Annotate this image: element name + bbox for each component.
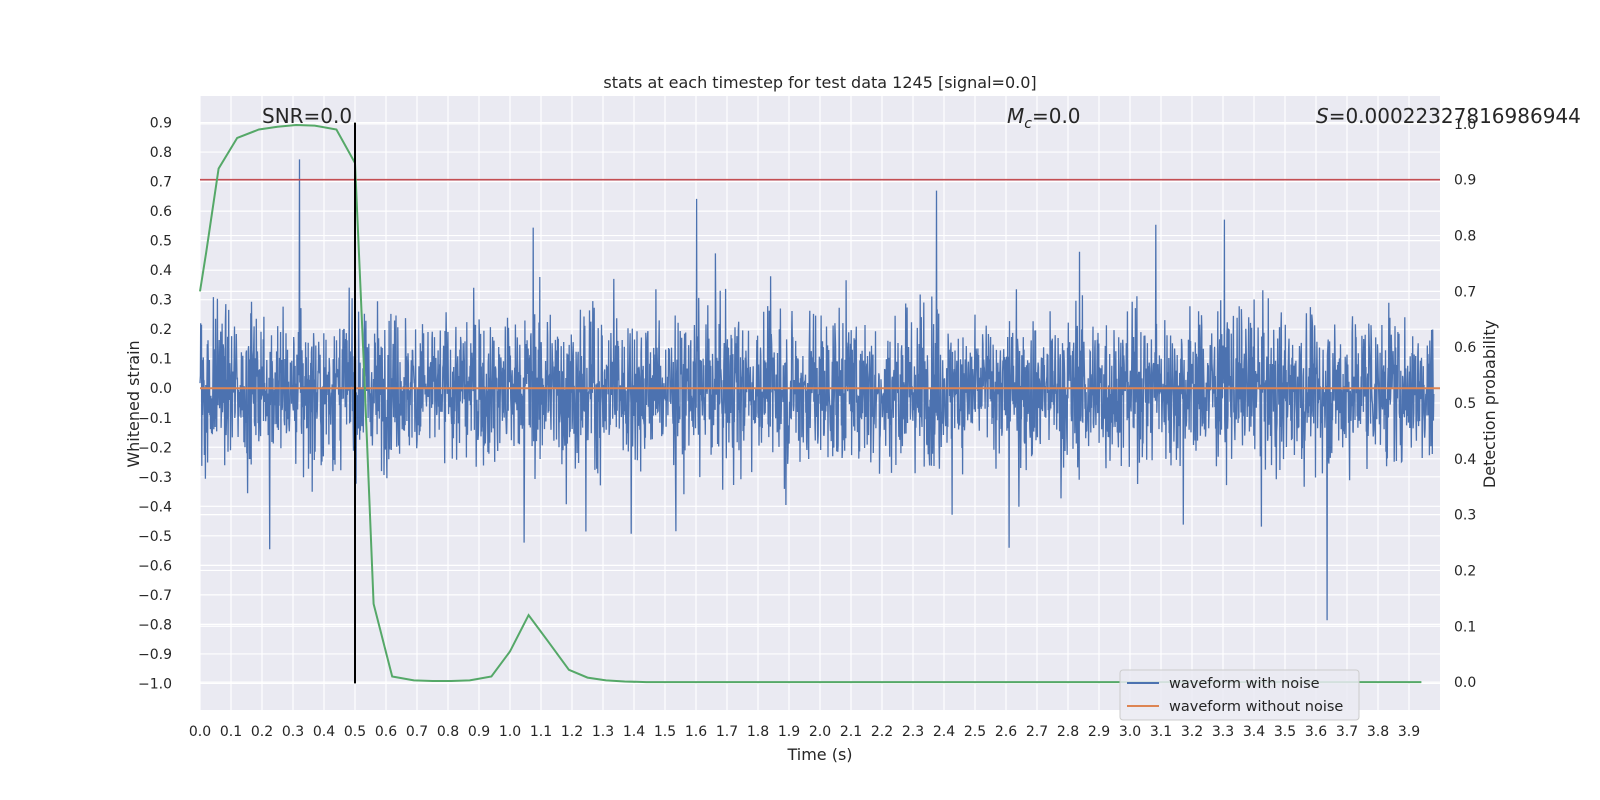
x-tick-label: 2.1 <box>840 724 862 740</box>
y-tick-label-left: 0.1 <box>150 352 172 368</box>
x-tick-label: 1.6 <box>685 724 707 740</box>
y-tick-label-left: 0.7 <box>150 175 172 191</box>
x-tick-label: 2.8 <box>1057 724 1079 740</box>
chirp-mass-annotation: Mc=0.0 <box>1007 104 1081 132</box>
x-axis-label: Time (s) <box>786 745 852 764</box>
x-tick-label: 2.2 <box>871 724 893 740</box>
y-tick-labels-left: −1.0 −0.9 −0.8 −0.7 −0.6 −0.5 −0.4 −0.3 −0.2 −0.1… <box>138 116 172 693</box>
y-tick-label-right: 0.5 <box>1454 396 1476 412</box>
x-tick-label: 3.6 <box>1305 724 1327 740</box>
y-tick-label-right: 0.6 <box>1454 340 1476 356</box>
y-tick-label-left: −0.7 <box>138 588 172 604</box>
y-tick-label-left: 0.8 <box>150 145 172 161</box>
y-tick-label-left: −0.2 <box>138 440 172 456</box>
x-tick-label: 3.4 <box>1243 724 1265 740</box>
y-axis-label-right: Detection probability <box>1480 320 1499 488</box>
snr-annotation: SNR=0.0 <box>262 104 352 128</box>
x-tick-label: 0.1 <box>220 724 242 740</box>
y-tick-labels-right: 0.0 0.1 0.2 0.3 0.4 0.5 0.6 0.7 0.8 0.9 1.0 <box>1454 117 1476 691</box>
x-tick-label: 3.5 <box>1274 724 1296 740</box>
y-tick-label-left: 0.2 <box>150 322 172 338</box>
x-tick-label: 0.7 <box>406 724 428 740</box>
y-tick-label-left: −0.3 <box>138 470 172 486</box>
x-tick-label: 3.1 <box>1150 724 1172 740</box>
x-tick-label: 3.7 <box>1336 724 1358 740</box>
x-tick-label: 0.5 <box>344 724 366 740</box>
y-tick-label-right: 0.2 <box>1454 563 1476 579</box>
y-tick-label-left: −0.6 <box>138 558 172 574</box>
x-tick-label: 2.9 <box>1088 724 1110 740</box>
y-tick-label-right: 1.0 <box>1454 117 1476 133</box>
x-tick-label: 1.3 <box>592 724 614 740</box>
series-waveform-with-noise <box>199 159 1435 621</box>
x-tick-label: 1.0 <box>499 724 521 740</box>
x-tick-label: 3.0 <box>1119 724 1141 740</box>
y-tick-label-left: 0.9 <box>150 116 172 132</box>
detection-probability-line <box>199 123 1422 684</box>
x-tick-label: 3.2 <box>1181 724 1203 740</box>
x-tick-label: 2.6 <box>995 724 1017 740</box>
x-tick-label: 0.3 <box>282 724 304 740</box>
y-tick-label-left: 0.3 <box>150 293 172 309</box>
y-tick-label-right: 0.1 <box>1454 619 1476 635</box>
legend: waveform with noise waveform without noi… <box>1119 669 1360 721</box>
y-tick-label-left: −0.9 <box>138 647 172 663</box>
y-tick-label-right: 0.3 <box>1454 508 1476 524</box>
x-tick-label: 0.9 <box>468 724 490 740</box>
y-tick-label-left: −0.5 <box>138 529 172 545</box>
chart-title: stats at each timestep for test data 124… <box>603 73 1036 92</box>
y-tick-label-right: 0.0 <box>1454 675 1476 691</box>
y-tick-label-left: 0.5 <box>150 234 172 250</box>
y-tick-label-left: −0.1 <box>138 411 172 427</box>
x-tick-label: 2.7 <box>1026 724 1048 740</box>
s-annotation: S=0.00022327816986944 <box>1316 104 1581 128</box>
legend-label-noise: waveform with noise <box>1169 676 1320 692</box>
x-tick-label: 3.9 <box>1398 724 1420 740</box>
overlays <box>199 122 1440 684</box>
y-tick-label-left: 0.0 <box>150 381 172 397</box>
x-tick-label: 2.0 <box>809 724 831 740</box>
y-tick-label-right: 0.7 <box>1454 284 1476 300</box>
y-tick-label-left: 0.4 <box>150 263 172 279</box>
x-tick-label: 0.6 <box>375 724 397 740</box>
x-tick-label: 3.8 <box>1367 724 1389 740</box>
x-tick-label: 2.5 <box>964 724 986 740</box>
x-tick-label: 0.2 <box>251 724 273 740</box>
x-tick-label: 1.2 <box>561 724 583 740</box>
x-tick-label: 1.5 <box>654 724 676 740</box>
y-tick-label-right: 0.4 <box>1454 452 1476 468</box>
y-axis-label-left: Whitened strain <box>124 340 143 467</box>
x-tick-label: 2.4 <box>933 724 955 740</box>
x-tick-labels: 0.0 0.1 0.2 0.3 0.4 0.5 0.6 0.7 0.8 0.9 1.0 1.1 1.2 1… <box>189 724 1420 740</box>
legend-box <box>1119 669 1360 721</box>
y-tick-label-left: −1.0 <box>138 676 172 692</box>
x-tick-label: 0.4 <box>313 724 335 740</box>
x-tick-label: 1.1 <box>530 724 552 740</box>
y-tick-label-left: −0.4 <box>138 499 172 515</box>
y-tick-label-left: 0.6 <box>150 204 172 220</box>
x-tick-label: 0.8 <box>437 724 459 740</box>
x-tick-label: 1.7 <box>716 724 738 740</box>
legend-label-clean: waveform without noise <box>1169 699 1343 715</box>
y-tick-label-right: 0.8 <box>1454 229 1476 245</box>
x-tick-label: 2.3 <box>902 724 924 740</box>
x-tick-label: 0.0 <box>189 724 211 740</box>
noise-waveform-line <box>199 159 1435 621</box>
x-tick-label: 1.4 <box>623 724 645 740</box>
y-tick-label-right: 0.9 <box>1454 173 1476 189</box>
x-tick-label: 3.3 <box>1212 724 1234 740</box>
y-tick-label-left: −0.8 <box>138 617 172 633</box>
x-tick-label: 1.8 <box>747 724 769 740</box>
x-tick-label: 1.9 <box>778 724 800 740</box>
